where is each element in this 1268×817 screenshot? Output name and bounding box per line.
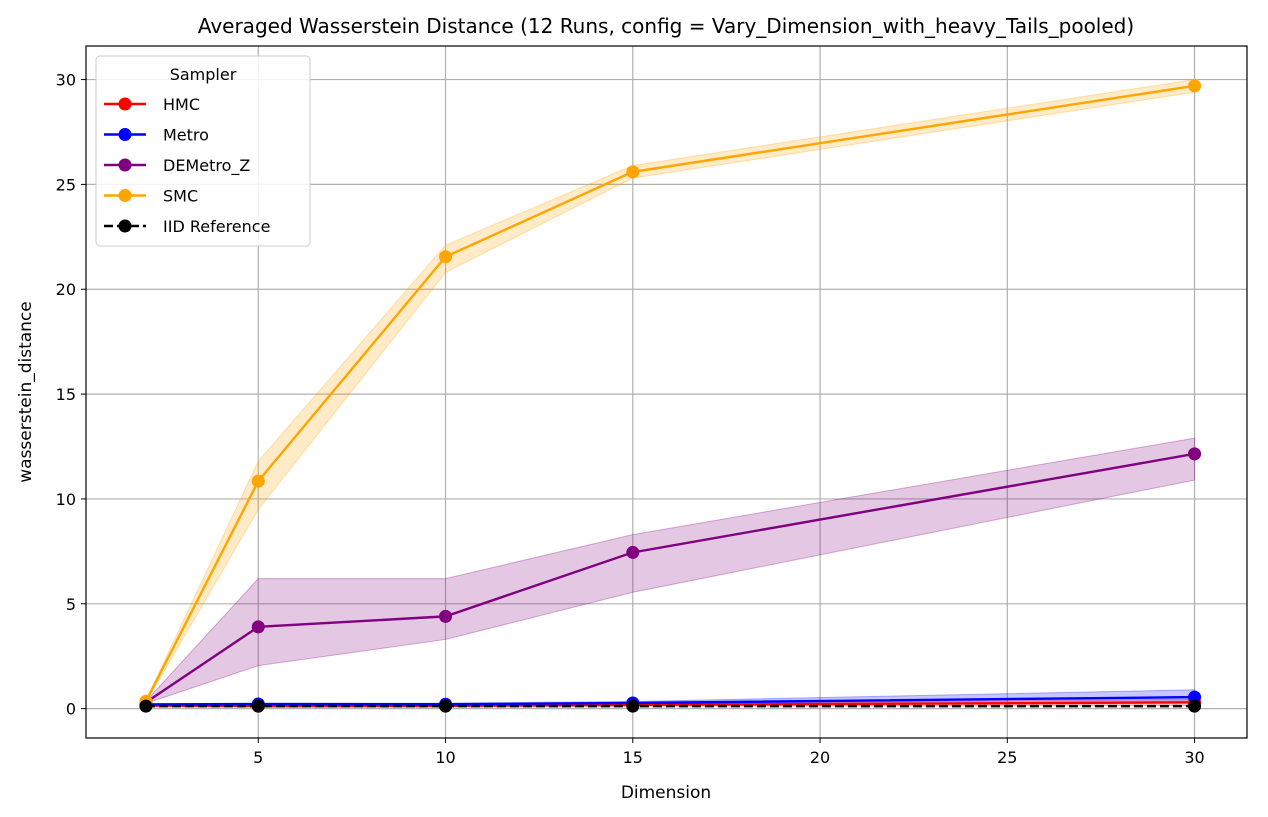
point-smc-30 xyxy=(1188,79,1202,93)
legend-label-hmc: HMC xyxy=(163,95,200,114)
point-iid-reference-10 xyxy=(439,699,453,713)
series-points xyxy=(139,79,1202,713)
point-smc-15 xyxy=(626,165,640,179)
chart-title: Averaged Wasserstein Distance (12 Runs, … xyxy=(198,14,1134,38)
legend-label-demetro-z: DEMetro_Z xyxy=(163,156,250,176)
legend-marker-demetro-z xyxy=(118,158,132,172)
x-tick-label-5: 5 xyxy=(253,748,263,767)
y-tick-label-10: 10 xyxy=(56,490,76,509)
x-tick-label-25: 25 xyxy=(997,748,1017,767)
point-iid-reference-30 xyxy=(1188,699,1202,713)
legend-label-iid-reference: IID Reference xyxy=(163,217,270,236)
y-tick-label-30: 30 xyxy=(56,71,76,90)
x-tick-label-20: 20 xyxy=(810,748,830,767)
plot-frame xyxy=(85,45,1248,739)
x-tick-label-10: 10 xyxy=(435,748,455,767)
point-smc-5 xyxy=(251,474,265,488)
y-tick-label-0: 0 xyxy=(66,700,76,719)
point-demetro-z-10 xyxy=(439,609,453,623)
legend-marker-smc xyxy=(118,189,132,202)
y-tick-label-25: 25 xyxy=(56,175,76,194)
y-tick-label-5: 5 xyxy=(66,595,76,614)
legend: Sampler HMC Metro DEMetro_Z SMC IID Referenc… xyxy=(95,55,311,247)
legend-label-metro: Metro xyxy=(163,126,209,145)
point-smc-10 xyxy=(439,250,453,264)
legend-title: Sampler xyxy=(170,65,237,84)
legend-items: HMC Metro DEMetro_Z SMC IID Reference xyxy=(104,95,270,236)
axis-ticks: 5 10 15 20 25 30 0 5 10 15 20 25 30 xyxy=(56,71,1205,767)
x-tick-label-15: 15 xyxy=(623,748,643,767)
y-axis-label: wasserstein_distance xyxy=(16,301,36,483)
y-tick-label-15: 15 xyxy=(56,385,76,404)
x-tick-label-30: 30 xyxy=(1184,748,1204,767)
legend-label-smc: SMC xyxy=(163,187,198,206)
y-tick-label-20: 20 xyxy=(56,280,76,299)
legend-marker-iid-reference xyxy=(118,219,132,233)
legend-marker-metro xyxy=(118,128,132,141)
point-metro-30 xyxy=(1188,690,1202,704)
x-axis-label: Dimension xyxy=(621,783,711,803)
point-iid-reference-2 xyxy=(139,699,153,713)
point-demetro-z-30 xyxy=(1188,447,1202,461)
grid xyxy=(86,46,1247,738)
band-demetro-z xyxy=(145,437,1196,705)
point-demetro-z-15 xyxy=(626,545,640,559)
legend-box xyxy=(95,55,311,247)
point-demetro-z-5 xyxy=(251,620,265,634)
point-iid-reference-5 xyxy=(251,699,265,713)
point-iid-reference-15 xyxy=(626,699,640,713)
legend-marker-hmc xyxy=(118,97,132,111)
